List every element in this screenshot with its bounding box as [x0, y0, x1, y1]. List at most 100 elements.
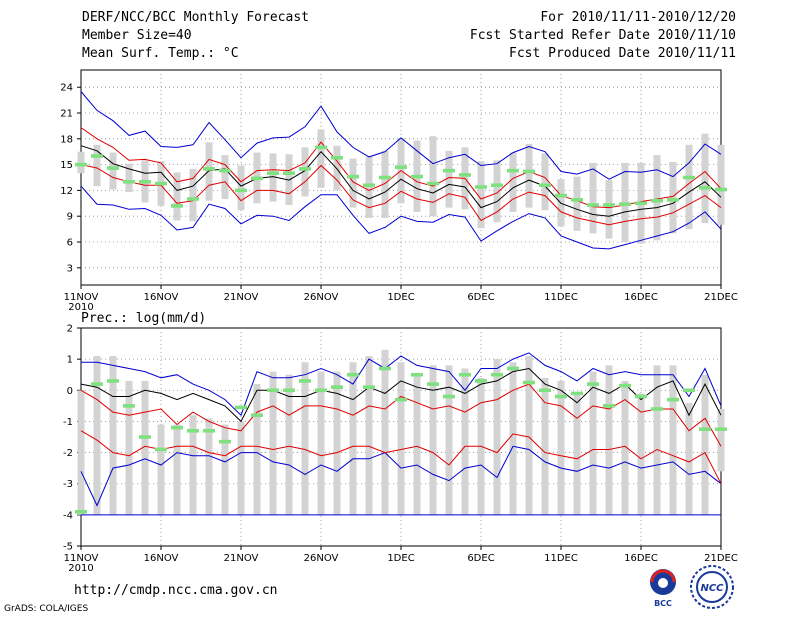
y-tick-label: 6 — [67, 238, 73, 249]
observed-marker — [139, 180, 151, 184]
ensemble-range-bar — [189, 168, 197, 222]
observed-marker — [555, 394, 567, 399]
chart-1-group: -5 -4 -3 -2 -1 0 1 2 11NOV 16NOV 21NOV 26NOV 1DEC 6DE… — [63, 311, 738, 574]
ensemble-range-bar — [349, 158, 357, 208]
observed-marker — [363, 183, 375, 188]
ensemble-range-bar — [125, 380, 133, 515]
ensemble-range-bar — [381, 150, 389, 218]
ensemble-range-bar — [109, 356, 117, 515]
observed-marker — [555, 193, 567, 198]
observed-marker — [619, 202, 631, 206]
observed-marker — [523, 380, 535, 385]
observed-marker — [539, 388, 551, 393]
observed-marker — [299, 167, 311, 171]
observed-marker — [331, 385, 343, 389]
observed-marker — [203, 428, 215, 433]
observed-marker — [667, 198, 679, 202]
observed-marker — [715, 187, 727, 192]
ensemble-mean-line — [80, 367, 722, 423]
outer-upper-line — [80, 91, 722, 180]
ensemble-range-bar — [541, 153, 549, 211]
observed-marker — [235, 188, 247, 193]
outer-upper-line — [81, 352, 722, 417]
ensemble-range-bar — [557, 380, 565, 515]
y-tick-label: -4 — [63, 510, 73, 521]
observed-marker — [443, 168, 455, 173]
ensemble-range-bar — [237, 165, 245, 211]
ensemble-range-bar — [205, 418, 213, 515]
footer-url[interactable]: http://cmdp.ncc.cma.gov.cn — [74, 583, 278, 598]
x-tick-label: 11DEC — [544, 292, 578, 303]
ensemble-range-bar — [493, 160, 501, 223]
x-tick-label: 1DEC — [387, 292, 414, 303]
ensemble-range-bar — [605, 365, 613, 515]
x-tick-label: 11DEC — [544, 553, 578, 564]
x-tick-label: 21DEC — [704, 553, 738, 564]
ensemble-range-bar — [685, 402, 693, 515]
observed-marker — [299, 379, 311, 383]
observed-marker — [427, 181, 439, 186]
ensemble-range-bar — [605, 180, 613, 239]
ensemble-range-bar — [93, 356, 101, 515]
ensemble-range-bar — [445, 150, 453, 208]
ensemble-range-bar — [461, 368, 469, 515]
ensemble-range-bar — [573, 176, 581, 231]
footer-credit: GrADS: COLA/IGES — [4, 604, 89, 614]
observed-marker — [139, 435, 151, 439]
observed-marker — [603, 203, 615, 207]
observed-marker — [251, 413, 263, 417]
observed-marker — [187, 428, 199, 433]
observed-marker — [475, 185, 487, 189]
precip-variable-label: Prec.: log(mm/d) — [81, 311, 206, 326]
ensemble-range-bar — [237, 421, 245, 515]
observed-marker — [283, 388, 295, 393]
observed-marker — [619, 383, 631, 388]
ensemble-range-bar — [541, 377, 549, 515]
ensemble-range-bar — [381, 349, 389, 515]
observed-marker — [475, 379, 487, 383]
ensemble-range-bar — [317, 129, 325, 188]
ensemble-range-bar — [717, 144, 725, 225]
header-produced-date: Fcst Produced Date 2010/11/11 — [509, 46, 736, 61]
observed-marker — [427, 382, 439, 386]
ensemble-range-bar — [589, 162, 597, 234]
y-tick-label: 3 — [67, 263, 73, 274]
ensemble-range-bar — [669, 365, 677, 515]
ensemble-range-bar — [669, 162, 677, 234]
observed-marker — [75, 162, 87, 167]
ensemble-range-bar — [589, 371, 597, 515]
observed-marker — [459, 173, 471, 177]
observed-marker — [603, 404, 615, 408]
x-tick-label: 21DEC — [704, 292, 738, 303]
ensemble-range-bar — [525, 356, 533, 515]
observed-marker — [107, 166, 119, 170]
ensemble-range-bar — [77, 390, 85, 515]
ensemble-range-bar — [525, 143, 533, 208]
outer-lower-line — [80, 445, 722, 507]
x-tick-label: 1DEC — [387, 553, 414, 564]
ensemble-mean-line — [80, 145, 722, 217]
y-tick-label: -1 — [63, 417, 73, 428]
ensemble-range-bar — [493, 359, 501, 515]
ensemble-range-bar — [269, 371, 277, 515]
observed-marker — [123, 180, 135, 184]
ensemble-range-bar — [701, 133, 709, 224]
bcc-logo-core — [658, 578, 668, 588]
ensemble-range-bar — [445, 365, 453, 515]
ensemble-range-bar — [301, 147, 309, 197]
observed-marker — [443, 394, 455, 399]
ensemble-range-bar — [157, 424, 165, 515]
observed-marker — [107, 379, 119, 383]
y-tick-label: 15 — [60, 160, 73, 171]
observed-marker — [411, 372, 423, 377]
ensemble-range-bar — [349, 362, 357, 515]
observed-marker — [491, 372, 503, 377]
x-tick-label: 11NOV — [64, 553, 99, 564]
ensemble-range-bar — [269, 153, 277, 202]
x-tick-label: 26NOV — [304, 553, 339, 564]
x-tick-label: 11NOV — [64, 292, 99, 303]
header-forecast-period: For 2010/11/11-2010/12/20 — [540, 10, 736, 25]
ensemble-range-bar — [93, 144, 101, 187]
bcc-logo: BCC — [650, 569, 676, 608]
ensemble-range-bar — [221, 424, 229, 515]
